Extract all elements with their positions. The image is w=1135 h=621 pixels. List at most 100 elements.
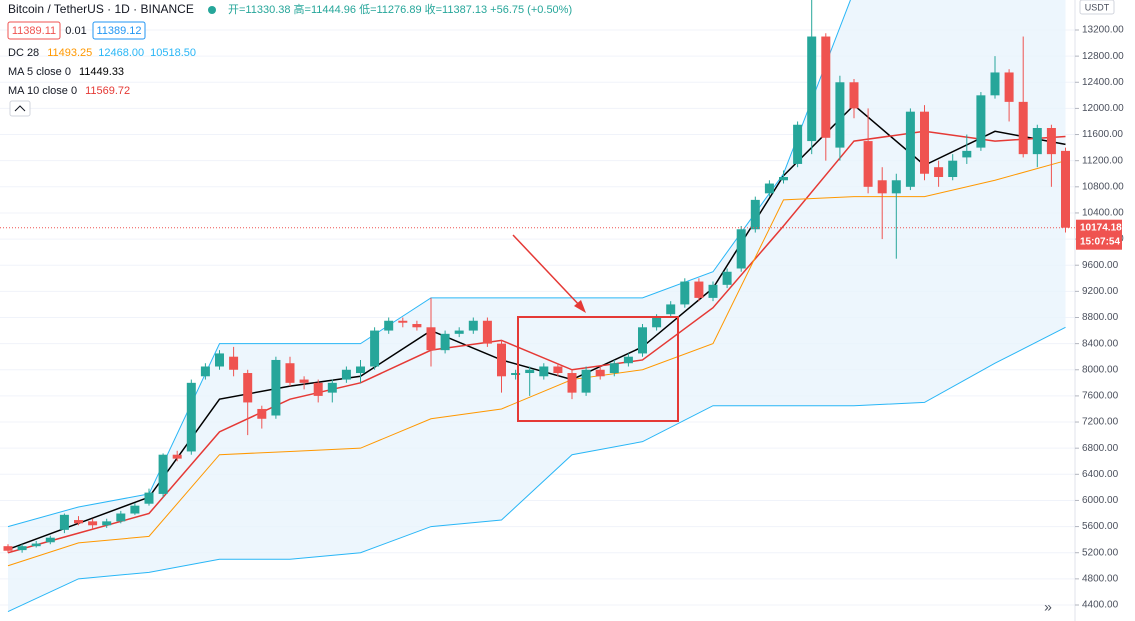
price-axis: 4400.00 4800.00 5200.00 5600.00 6000.00 6400.… [1075,25,1124,611]
candle-body [525,369,535,374]
candle-body [45,537,55,543]
indicator-line [7,130,1066,554]
legend-label: DC 28 [8,47,39,59]
candle-body [412,324,422,328]
spread: 0.01 [65,25,86,37]
candle-body [539,366,549,377]
candle-body [722,271,732,285]
legend-label: MA 5 close 0 [8,66,71,78]
candle-body [74,520,83,524]
candle-body [567,373,577,393]
collapse-button[interactable] [9,100,31,117]
candle-body [863,141,873,187]
arrow-head [574,300,586,313]
plot-area [3,0,1070,612]
legend: DC 28 11493.25 12468.00 10518.50 MA 5 close … [8,47,196,97]
candle-body [1004,72,1014,102]
y-tick-label: 8400.00 [1082,338,1119,349]
highlight-box [517,316,679,422]
candle-body [666,304,676,315]
candle-body [934,167,944,178]
candle-body [398,320,408,323]
indicator-line [7,104,1066,551]
collapse-icon [14,105,26,112]
candle-body [581,369,591,393]
candle-body [511,373,521,375]
y-tick-label: 10800.00 [1082,181,1124,192]
candle-body [990,72,1000,96]
candle-body [384,320,394,331]
candle-body [31,543,41,547]
candle-body [877,180,887,194]
y-tick-label: 11600.00 [1082,129,1123,140]
countdown: 15:07:54 [1080,236,1120,247]
y-tick-label: 7200.00 [1082,417,1119,428]
y-tick-label: 9600.00 [1082,260,1119,271]
y-tick-label: 5600.00 [1082,521,1119,532]
candle-body [327,382,337,393]
y-tick-label: 4800.00 [1082,573,1119,584]
scroll-button[interactable]: » [1044,599,1052,615]
y-tick-label: 6000.00 [1082,495,1119,506]
candle-body [779,177,788,181]
candle-body [271,359,281,416]
arrow-line [512,234,583,309]
legend-value: 11493.25 [47,47,92,59]
candle-body [948,160,958,178]
symbol-title: Bitcoin / TetherUS · 1D · BINANCE [8,2,194,16]
candle-body [623,356,633,364]
status-dot [208,6,216,14]
candle-body [736,229,746,269]
candle-body [17,546,27,551]
y-tick-label: 12400.00 [1082,77,1124,88]
indicator-line [7,0,851,528]
candle-body [553,366,563,374]
candle-body [835,82,845,148]
candle-body [891,180,901,194]
candle-body [1061,150,1070,228]
candle-body [821,36,831,138]
y-tick-label: 12800.00 [1082,51,1124,62]
bid-price: 11389.11 [12,25,56,37]
candle-body [638,327,647,354]
candle-body [215,353,224,367]
y-tick-label: 12000.00 [1082,103,1124,114]
candle-body [694,281,704,298]
legend-value: 10518.50 [150,47,196,59]
y-tick-label: 5200.00 [1082,547,1119,558]
candle-body [440,333,450,351]
candle-body [905,111,915,187]
currency-box [1079,0,1115,15]
candle-body [299,379,309,383]
y-tick-label: 8800.00 [1082,312,1119,323]
y-tick-label: 8000.00 [1082,364,1119,375]
y-tick-label: 4400.00 [1082,600,1119,611]
last-price-tag: 10174.18 15:07:54 [0,219,1122,250]
legend-value: 11449.33 [79,66,124,78]
candle-body [200,366,210,377]
ask-price: 11389.12 [96,25,141,37]
candle-body [186,382,196,452]
candle-body [172,454,182,459]
candle-body [482,320,492,344]
y-tick-label: 13200.00 [1082,25,1124,36]
candle-body [116,513,126,522]
y-tick-label: 11200.00 [1082,155,1123,166]
bid-box[interactable] [7,21,61,40]
candle-body [130,505,140,514]
annotation [512,234,679,422]
candle-body [370,330,380,367]
candle-body [243,373,253,403]
candle-body [807,36,817,142]
candle-body [285,363,295,383]
candle-body [102,521,112,526]
candle-body [920,111,929,174]
candle-body [1032,128,1042,155]
legend-label: MA 10 close 0 [8,85,77,97]
indicator-line [7,160,1066,567]
indicator-line [7,326,1066,612]
ask-box[interactable] [92,21,146,40]
candle-body [158,454,168,494]
candle-body [144,492,154,504]
candle-body [257,408,267,419]
